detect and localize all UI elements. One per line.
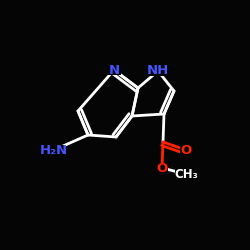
Text: CH₃: CH₃ [174, 168, 198, 180]
FancyBboxPatch shape [108, 65, 120, 75]
Text: NH: NH [147, 64, 169, 78]
Text: H₂N: H₂N [40, 144, 68, 156]
FancyBboxPatch shape [149, 66, 167, 76]
FancyBboxPatch shape [180, 145, 192, 155]
FancyBboxPatch shape [176, 169, 197, 179]
FancyBboxPatch shape [156, 163, 168, 173]
FancyBboxPatch shape [44, 145, 64, 155]
Text: O: O [180, 144, 192, 156]
Text: N: N [108, 64, 120, 76]
Text: O: O [156, 162, 168, 174]
